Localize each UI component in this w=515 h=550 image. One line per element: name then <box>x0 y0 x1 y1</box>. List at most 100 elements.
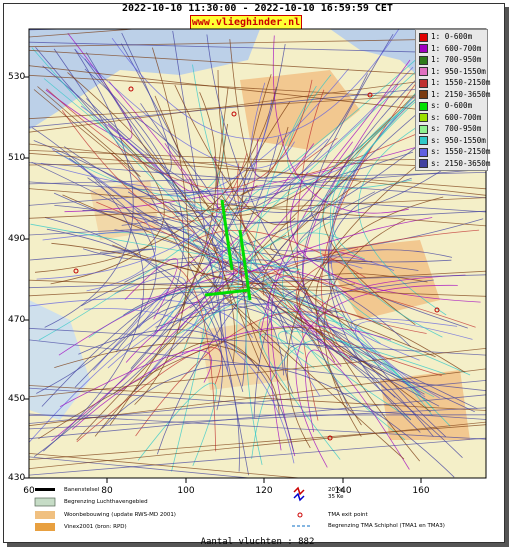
flight-track <box>29 152 486 190</box>
flight-track <box>43 78 381 344</box>
flight-track <box>154 95 323 334</box>
flight-track <box>120 43 181 158</box>
flight-track <box>130 296 349 407</box>
flight-track <box>121 151 414 226</box>
flight-track <box>33 44 286 458</box>
flight-track <box>296 248 442 377</box>
flight-track <box>199 232 342 347</box>
flight-track <box>71 325 392 430</box>
flight-track <box>115 301 463 458</box>
flight-track <box>29 188 486 227</box>
legend-item: 1: 1550-2150m <box>419 77 490 88</box>
map-key-symbols <box>34 486 310 531</box>
legend-swatch <box>419 67 428 76</box>
flight-track <box>329 115 443 338</box>
flight-track <box>29 65 486 118</box>
y-tick-label: 530 <box>8 72 26 82</box>
x-tick-label: 100 <box>177 486 195 496</box>
flight-track <box>34 86 277 273</box>
flight-track <box>240 185 258 196</box>
water-area <box>29 300 90 420</box>
flight-track <box>29 72 486 133</box>
flight-track <box>107 81 193 192</box>
y-tick-label: 490 <box>8 234 26 244</box>
flight-track <box>29 158 486 166</box>
flight-track <box>29 327 486 356</box>
legend-item: 1: 600-700m <box>419 43 481 54</box>
flight-track <box>81 261 412 348</box>
flight-track <box>29 456 254 478</box>
flight-track <box>350 318 458 361</box>
flight-track <box>29 162 486 199</box>
legend-swatch <box>419 55 428 65</box>
flight-track <box>29 38 486 48</box>
flight-track <box>221 200 229 372</box>
legend-label: 1: 2150-3650m <box>431 89 491 99</box>
flight-track <box>296 89 325 421</box>
flight-track <box>107 303 422 395</box>
flight-track <box>127 73 368 218</box>
flight-track <box>323 219 406 437</box>
flight-track <box>272 35 409 214</box>
legend-item: s: 2150-3650m <box>419 158 490 169</box>
flight-track <box>185 229 480 343</box>
key-housing: Woonbebouwing (update RWS-MD 2001) <box>64 512 176 518</box>
flight-track <box>29 279 486 297</box>
flight-track <box>174 84 296 226</box>
flight-track <box>29 453 304 478</box>
flight-track <box>216 87 229 190</box>
flight-track <box>29 385 486 411</box>
flight-track <box>29 49 486 79</box>
flight-track <box>58 269 355 356</box>
flight-track <box>33 86 141 178</box>
legend-label: s: 950-1550m <box>431 135 486 145</box>
legend-item: s: 1550-2150m <box>419 146 490 157</box>
flight-track <box>29 394 486 440</box>
flight-count: Aantal vluchten : 882 <box>200 537 315 547</box>
flight-track <box>290 171 481 303</box>
y-tick-label: 510 <box>8 153 26 163</box>
urban-area <box>380 370 470 440</box>
legend-item: 1: 700-950m <box>419 54 481 65</box>
flight-track <box>29 41 486 55</box>
flight-track <box>199 270 476 328</box>
flight-track <box>358 113 447 316</box>
flight-track <box>156 72 467 455</box>
legend-label: s: 1550-2150m <box>431 147 491 156</box>
flight-track <box>29 172 486 185</box>
legend-label: 1: 0-600m <box>431 32 473 41</box>
flight-track <box>176 110 402 214</box>
tma-exit-points <box>73 86 440 441</box>
flight-track <box>29 339 486 392</box>
flight-track <box>111 29 400 140</box>
flight-track <box>29 413 486 440</box>
flight-track <box>315 196 444 363</box>
flight-track <box>31 127 145 452</box>
flight-track <box>29 348 486 398</box>
flight-track <box>29 29 139 38</box>
flight-track <box>217 69 385 373</box>
legend-label: s: 600-700m <box>431 112 482 122</box>
flight-track <box>29 368 486 427</box>
x-tick-label: 160 <box>412 486 430 496</box>
map-key: Banenstelsel Begrenzing Luchthavengebied… <box>30 484 486 540</box>
flight-track <box>29 274 486 289</box>
flight-track <box>38 326 336 440</box>
flight-track <box>293 304 342 367</box>
legend-swatch <box>419 32 428 42</box>
legend-label: s: 700-950m <box>431 124 482 133</box>
flight-track <box>278 330 446 375</box>
flight-track <box>29 414 486 416</box>
key-kw35: 35 Ke <box>328 494 344 500</box>
flight-track <box>251 338 434 459</box>
legend-swatch <box>419 44 428 53</box>
flight-track <box>78 329 294 452</box>
flight-track <box>45 33 133 140</box>
altitude-legend: 1: 0-600m 1: 600-700m 1: 700-950m 1: 950… <box>415 29 491 171</box>
x-tick-label: 60 <box>23 486 35 496</box>
legend-swatch <box>419 78 428 88</box>
flight-track <box>29 270 486 297</box>
flight-track <box>235 224 243 353</box>
flight-track <box>29 437 486 476</box>
flight-track <box>29 143 486 196</box>
